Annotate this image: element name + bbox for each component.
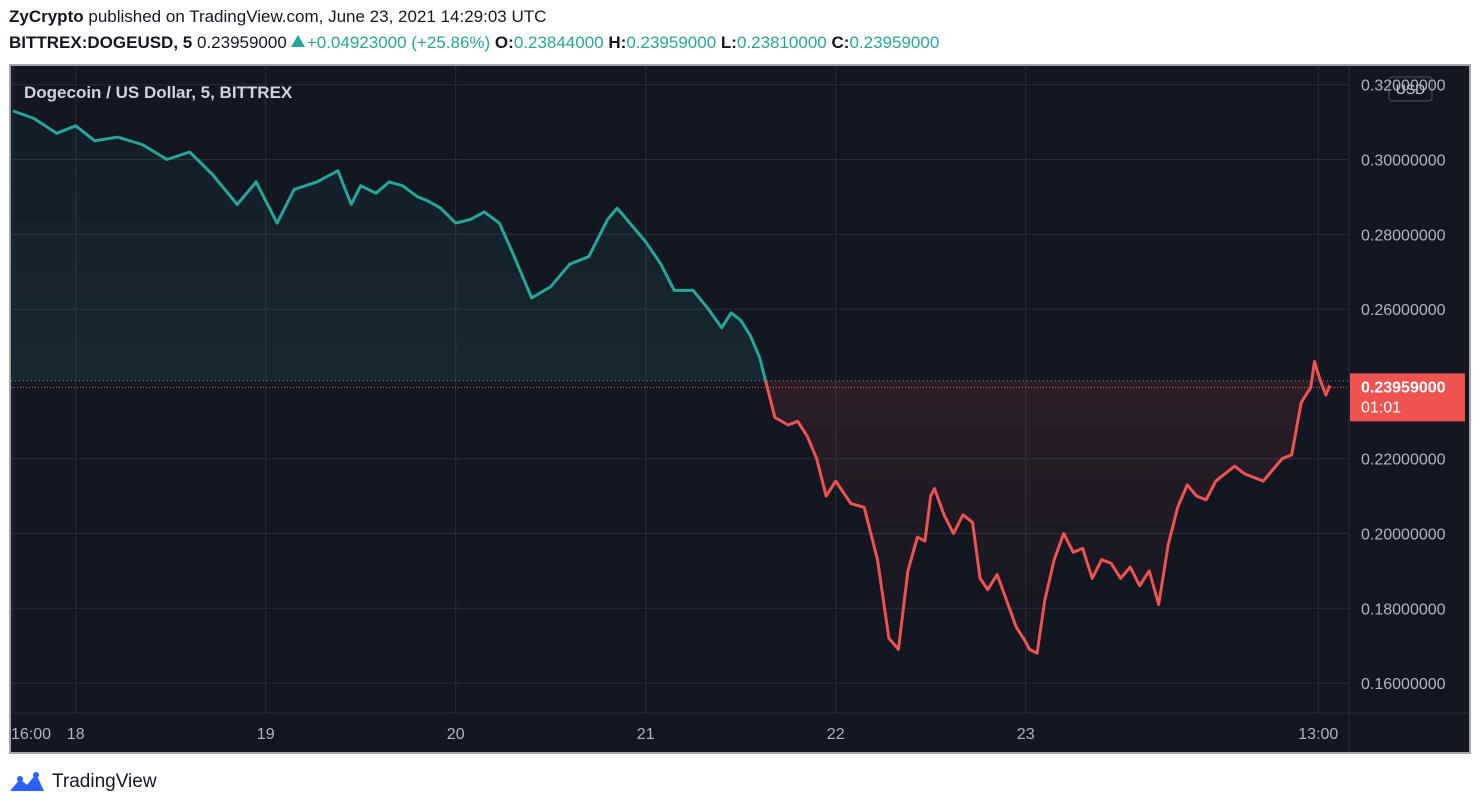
- high-value: 0.23959000: [626, 33, 717, 52]
- last-price-label: 0.23959000: [1361, 379, 1446, 396]
- up-triangle-icon: [290, 35, 305, 47]
- tradingview-logo-icon: [10, 772, 44, 791]
- publisher-name: ZyCrypto: [9, 7, 84, 26]
- last-price: 0.23959000: [196, 33, 287, 52]
- last-price-tag: 0.23959000 01:01: [1350, 373, 1465, 422]
- symbol-info-bar: BITTREX:DOGEUSD, 5 0.23959000 +0.04923000…: [9, 33, 939, 53]
- open-label: O:: [494, 33, 514, 52]
- y-tick-label: 0.26000000: [1361, 302, 1446, 319]
- published-text: published on TradingView.com, June 23, 2…: [88, 7, 547, 26]
- price-chart[interactable]: Dogecoin / US Dollar, 5, BITTREX USD 0.3…: [11, 66, 1469, 752]
- x-tick-label: 19: [257, 726, 275, 743]
- tradingview-brand: TradingView: [52, 771, 157, 792]
- tradingview-footer[interactable]: TradingView: [8, 768, 157, 796]
- y-tick-label: 0.18000000: [1361, 601, 1446, 618]
- area-below-baseline: [765, 361, 1330, 654]
- currency-label: USD: [1396, 81, 1426, 97]
- x-tick-label: 23: [1017, 726, 1035, 743]
- chart-title: Dogecoin / US Dollar, 5, BITTREX: [24, 83, 293, 102]
- y-tick-label: 0.22000000: [1361, 452, 1446, 469]
- y-tick-label: 0.30000000: [1361, 152, 1446, 169]
- y-axis[interactable]: 0.32000000 0.30000000 0.28000000 0.26000000…: [1361, 78, 1446, 693]
- x-tick-label: 18: [67, 726, 85, 743]
- price-change: +0.04923000 (+25.86%): [306, 33, 491, 52]
- x-axis[interactable]: 16:00 18 19 20 21 22 23 13:00: [11, 726, 1338, 743]
- currency-button[interactable]: USD: [1388, 76, 1433, 102]
- y-tick-label: 0.32000000: [1361, 78, 1446, 95]
- x-tick-label: 16:00: [11, 726, 51, 743]
- high-label: H:: [608, 33, 627, 52]
- countdown-label: 01:01: [1361, 399, 1401, 416]
- y-tick-label: 0.28000000: [1361, 227, 1446, 244]
- x-tick-label: 20: [447, 726, 465, 743]
- close-value: 0.23959000: [849, 33, 940, 52]
- open-value: 0.23844000: [513, 33, 604, 52]
- low-label: L:: [720, 33, 737, 52]
- x-tick-label: 21: [637, 726, 655, 743]
- chart-frame[interactable]: Dogecoin / US Dollar, 5, BITTREX USD 0.3…: [9, 64, 1471, 754]
- price-line-below: [764, 360, 1332, 655]
- close-label: C:: [831, 33, 850, 52]
- symbol-name: BITTREX:DOGEUSD, 5: [9, 33, 193, 52]
- low-value: 0.23810000: [736, 33, 827, 52]
- price-lines: [11, 109, 1349, 655]
- publish-info: ZyCrypto published on TradingView.com, J…: [9, 7, 546, 27]
- price-line-above: [12, 109, 768, 382]
- y-tick-label: 0.16000000: [1361, 676, 1446, 693]
- x-tick-label: 22: [827, 726, 845, 743]
- y-tick-label: 0.20000000: [1361, 526, 1446, 543]
- x-tick-label: 13:00: [1298, 726, 1338, 743]
- area-above-baseline: [13, 110, 766, 381]
